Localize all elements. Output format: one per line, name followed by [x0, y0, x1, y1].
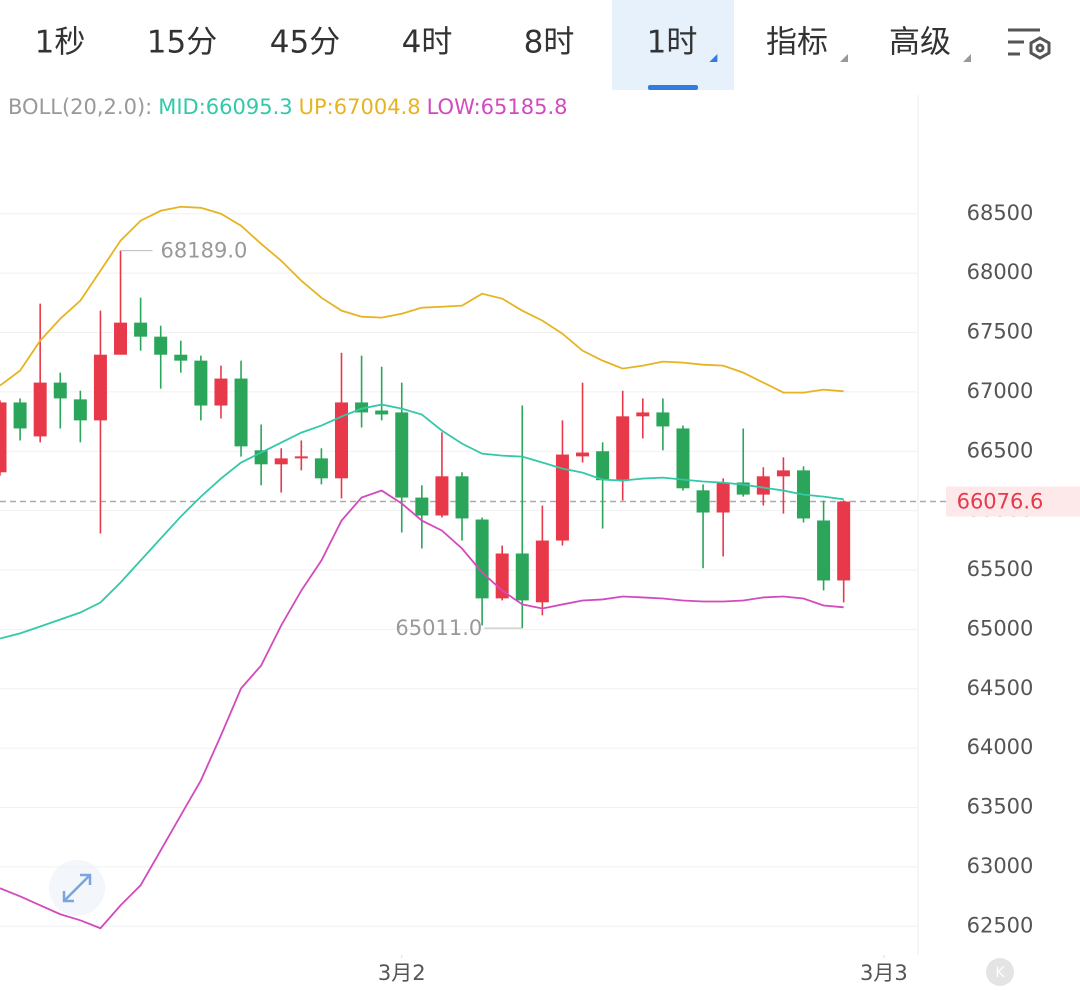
k-icon[interactable]: K [986, 958, 1014, 986]
candle-body [535, 540, 549, 603]
candle-body [395, 412, 409, 498]
menu-caret [709, 54, 718, 62]
legend-item: LOW:65185.8 [427, 95, 568, 119]
tab[interactable]: 8时 [524, 25, 575, 61]
candle-body [13, 402, 27, 429]
candle-body [214, 378, 228, 406]
y-tick-label: 63000 [967, 854, 1034, 878]
tab[interactable]: 高级 [889, 25, 951, 61]
candle-body [415, 497, 429, 516]
candle-body [435, 476, 449, 516]
active-tab-indicator [648, 85, 698, 90]
candle-body [375, 410, 389, 415]
legend-item: MID:66095.3 [158, 95, 292, 119]
menu-caret [963, 54, 971, 62]
y-tick-label: 63500 [967, 795, 1034, 819]
candle-body [495, 553, 509, 599]
boll-line [0, 489, 844, 930]
candle-body [33, 382, 47, 437]
candle-body [636, 412, 650, 417]
candle-body [0, 402, 7, 473]
indicator-legend: BOLL(20,2.0): MID:66095.3 UP:67004.8 LOW:65… [8, 95, 568, 119]
tab[interactable]: 4时 [402, 25, 453, 61]
candle-body [596, 451, 610, 481]
y-tick-label: 62500 [967, 913, 1034, 937]
candle-body [154, 336, 168, 355]
candle-body [676, 428, 690, 489]
last-price-label: 66076.6 [957, 490, 1044, 514]
svg-text:K: K [995, 965, 1005, 981]
y-tick-label: 66500 [967, 438, 1034, 462]
indicator-name: BOLL(20,2.0): [8, 95, 152, 119]
boll-line [0, 205, 844, 394]
candle-body [696, 490, 710, 513]
menu-caret [840, 54, 848, 62]
candle-body [475, 519, 489, 599]
tab[interactable]: 15分 [147, 25, 217, 61]
y-tick-label: 68500 [967, 201, 1034, 225]
candle-body [114, 322, 128, 355]
candle-body [334, 402, 348, 479]
annotation: 65011.0 [395, 616, 482, 640]
settings-icon[interactable] [1008, 28, 1051, 60]
x-tick-label: 3月2 [378, 961, 426, 985]
boll-line [0, 403, 844, 640]
candle-body [134, 322, 148, 337]
annotation: 68189.0 [161, 239, 248, 263]
candle-body [656, 412, 670, 427]
candle-body [174, 354, 188, 361]
candle-body [515, 553, 529, 601]
candle-body [576, 452, 590, 457]
tab[interactable]: 1时 [647, 25, 698, 61]
candle-body [314, 458, 328, 479]
candle-body [837, 501, 851, 581]
candle-body [294, 456, 308, 459]
y-tick-label: 67500 [967, 320, 1034, 344]
y-tick-label: 65500 [967, 557, 1034, 581]
last-price-tag [946, 486, 1080, 517]
candle-body [616, 416, 630, 481]
tab[interactable]: 指标 [766, 25, 828, 61]
candle-body [355, 402, 369, 413]
candle-body [234, 378, 248, 447]
x-tick-label: 3月3 [860, 961, 908, 985]
candle-body [93, 354, 107, 421]
candle-body [194, 360, 208, 406]
candle-body [817, 520, 831, 581]
candle-body [455, 476, 469, 519]
y-tick-label: 64000 [967, 735, 1034, 759]
candle-body [73, 399, 87, 421]
candle-body [776, 470, 790, 477]
candle-body [756, 476, 770, 495]
candle-body [274, 458, 288, 465]
expand-icon[interactable] [49, 860, 105, 916]
y-tick-label: 65000 [967, 616, 1034, 640]
active-tab-bg [612, 0, 734, 90]
legend-item: UP:67004.8 [299, 95, 421, 119]
tab[interactable]: 45分 [270, 25, 340, 61]
candle-body [555, 454, 569, 541]
y-tick-label: 64500 [967, 676, 1034, 700]
candle-body [53, 382, 67, 399]
tab[interactable]: 1秒 [35, 25, 86, 61]
y-tick-label: 67000 [967, 379, 1034, 403]
y-tick-label: 68000 [967, 260, 1034, 284]
candle-body [716, 482, 730, 513]
